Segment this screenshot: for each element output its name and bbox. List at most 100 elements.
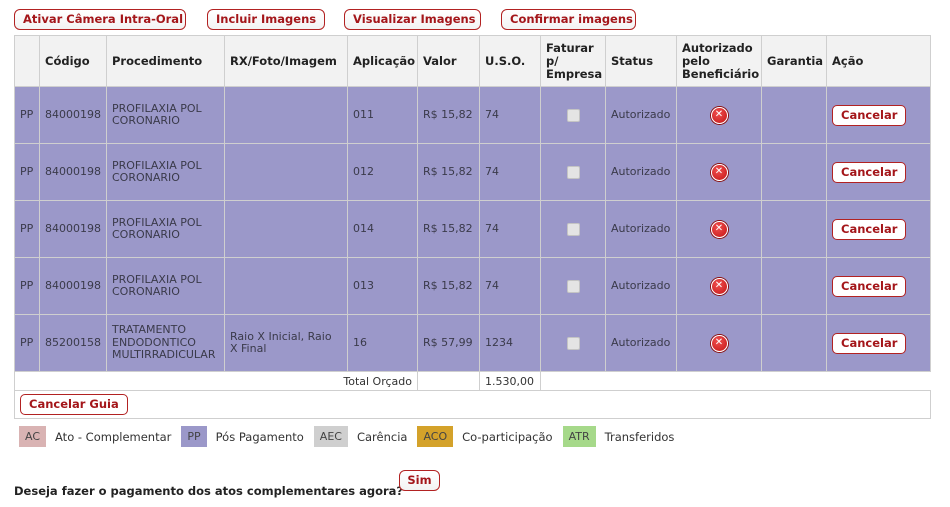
row-faturar-cell xyxy=(541,258,606,315)
row-valor: R$ 15,82 xyxy=(418,258,480,315)
row-rx xyxy=(225,144,348,201)
header-type xyxy=(15,36,40,87)
row-status: Autorizado xyxy=(606,315,677,372)
cancel-guide-button[interactable]: Cancelar Guia xyxy=(20,394,128,415)
legend-aec-swatch: AEC xyxy=(314,426,348,447)
table-row: PP 84000198 PROFILAXIA POL CORONARIO 012… xyxy=(15,144,931,201)
row-valor: R$ 15,82 xyxy=(418,87,480,144)
row-valor: R$ 15,82 xyxy=(418,144,480,201)
faturar-checkbox[interactable] xyxy=(567,166,580,179)
row-autorizado-cell: ✕ xyxy=(677,144,762,201)
legend-aco-swatch: ACO xyxy=(417,426,453,447)
header-autorizado: Autorizado pelo Beneficiário xyxy=(677,36,762,87)
faturar-checkbox[interactable] xyxy=(567,223,580,236)
legend: AC Ato - Complementar PP Pós Pagamento A… xyxy=(19,426,684,447)
row-garantia xyxy=(762,315,827,372)
row-uso: 1234 xyxy=(480,315,541,372)
table-header-row: Código Procedimento RX/Foto/Imagem Aplic… xyxy=(15,36,931,87)
row-uso: 74 xyxy=(480,258,541,315)
row-procedimento: TRATAMENTO ENDODONTICO MULTIRRADICULAR xyxy=(107,315,225,372)
procedures-table: Código Procedimento RX/Foto/Imagem Aplic… xyxy=(14,35,931,419)
header-acao: Ação xyxy=(827,36,931,87)
activate-camera-button[interactable]: Ativar Câmera Intra-Oral xyxy=(14,9,186,30)
legend-pp-label: Pós Pagamento xyxy=(216,430,304,444)
header-faturar: Faturar p/ Empresa xyxy=(541,36,606,87)
row-type: PP xyxy=(15,315,40,372)
row-uso: 74 xyxy=(480,201,541,258)
row-procedimento: PROFILAXIA POL CORONARIO xyxy=(107,201,225,258)
row-acao-cell: Cancelar xyxy=(827,315,931,372)
header-aplicacao: Aplicação xyxy=(348,36,418,87)
cancel-row-button[interactable]: Cancelar xyxy=(832,276,906,297)
yes-button[interactable]: Sim xyxy=(399,470,440,491)
row-acao-cell: Cancelar xyxy=(827,144,931,201)
row-acao-cell: Cancelar xyxy=(827,258,931,315)
denied-x-icon: ✕ xyxy=(711,221,728,238)
row-aplicacao: 16 xyxy=(348,315,418,372)
row-codigo: 84000198 xyxy=(40,87,107,144)
cancel-row-button[interactable]: Cancelar xyxy=(832,333,906,354)
header-uso: U.S.O. xyxy=(480,36,541,87)
table-footer-cell: Cancelar Guia xyxy=(15,391,931,419)
row-autorizado-cell: ✕ xyxy=(677,258,762,315)
row-garantia xyxy=(762,201,827,258)
row-uso: 74 xyxy=(480,87,541,144)
table-row: PP 84000198 PROFILAXIA POL CORONARIO 013… xyxy=(15,258,931,315)
row-valor: R$ 57,99 xyxy=(418,315,480,372)
table-footer-row: Cancelar Guia xyxy=(15,391,931,419)
cancel-row-button[interactable]: Cancelar xyxy=(832,162,906,183)
row-codigo: 85200158 xyxy=(40,315,107,372)
row-aplicacao: 012 xyxy=(348,144,418,201)
cancel-row-button[interactable]: Cancelar xyxy=(832,219,906,240)
row-garantia xyxy=(762,87,827,144)
legend-atr-swatch: ATR xyxy=(563,426,596,447)
row-valor: R$ 15,82 xyxy=(418,201,480,258)
row-type: PP xyxy=(15,201,40,258)
table-row: PP 85200158 TRATAMENTO ENDODONTICO MULTI… xyxy=(15,315,931,372)
cancel-row-button[interactable]: Cancelar xyxy=(832,105,906,126)
legend-ac-swatch: AC xyxy=(19,426,46,447)
legend-ac-label: Ato - Complementar xyxy=(55,430,171,444)
confirm-images-button[interactable]: Confirmar imagens xyxy=(501,9,636,30)
row-acao-cell: Cancelar xyxy=(827,87,931,144)
row-procedimento: PROFILAXIA POL CORONARIO xyxy=(107,144,225,201)
row-procedimento: PROFILAXIA POL CORONARIO xyxy=(107,87,225,144)
faturar-checkbox[interactable] xyxy=(567,280,580,293)
total-row: Total Orçado 1.530,00 xyxy=(15,372,931,391)
row-rx: Raio X Inicial, Raio X Final xyxy=(225,315,348,372)
row-codigo: 84000198 xyxy=(40,201,107,258)
row-aplicacao: 011 xyxy=(348,87,418,144)
include-images-button[interactable]: Incluir Imagens xyxy=(207,9,325,30)
view-images-button[interactable]: Visualizar Imagens xyxy=(344,9,481,30)
header-status: Status xyxy=(606,36,677,87)
row-procedimento: PROFILAXIA POL CORONARIO xyxy=(107,258,225,315)
row-autorizado-cell: ✕ xyxy=(677,315,762,372)
table-row: PP 84000198 PROFILAXIA POL CORONARIO 011… xyxy=(15,87,931,144)
row-uso: 74 xyxy=(480,144,541,201)
denied-x-icon: ✕ xyxy=(711,164,728,181)
table-row: PP 84000198 PROFILAXIA POL CORONARIO 014… xyxy=(15,201,931,258)
row-status: Autorizado xyxy=(606,87,677,144)
row-faturar-cell xyxy=(541,315,606,372)
row-faturar-cell xyxy=(541,87,606,144)
faturar-checkbox[interactable] xyxy=(567,337,580,350)
denied-x-icon: ✕ xyxy=(711,107,728,124)
row-garantia xyxy=(762,144,827,201)
row-rx xyxy=(225,201,348,258)
row-acao-cell: Cancelar xyxy=(827,201,931,258)
row-aplicacao: 013 xyxy=(348,258,418,315)
row-status: Autorizado xyxy=(606,144,677,201)
row-faturar-cell xyxy=(541,144,606,201)
total-filler xyxy=(541,372,931,391)
row-faturar-cell xyxy=(541,201,606,258)
faturar-checkbox[interactable] xyxy=(567,109,580,122)
total-valor xyxy=(418,372,480,391)
legend-aco-label: Co-participação xyxy=(462,430,552,444)
row-status: Autorizado xyxy=(606,258,677,315)
row-rx xyxy=(225,258,348,315)
header-garantia: Garantia xyxy=(762,36,827,87)
payment-question: Deseja fazer o pagamento dos atos comple… xyxy=(14,484,403,498)
header-rx: RX/Foto/Imagem xyxy=(225,36,348,87)
denied-x-icon: ✕ xyxy=(711,335,728,352)
header-procedimento: Procedimento xyxy=(107,36,225,87)
